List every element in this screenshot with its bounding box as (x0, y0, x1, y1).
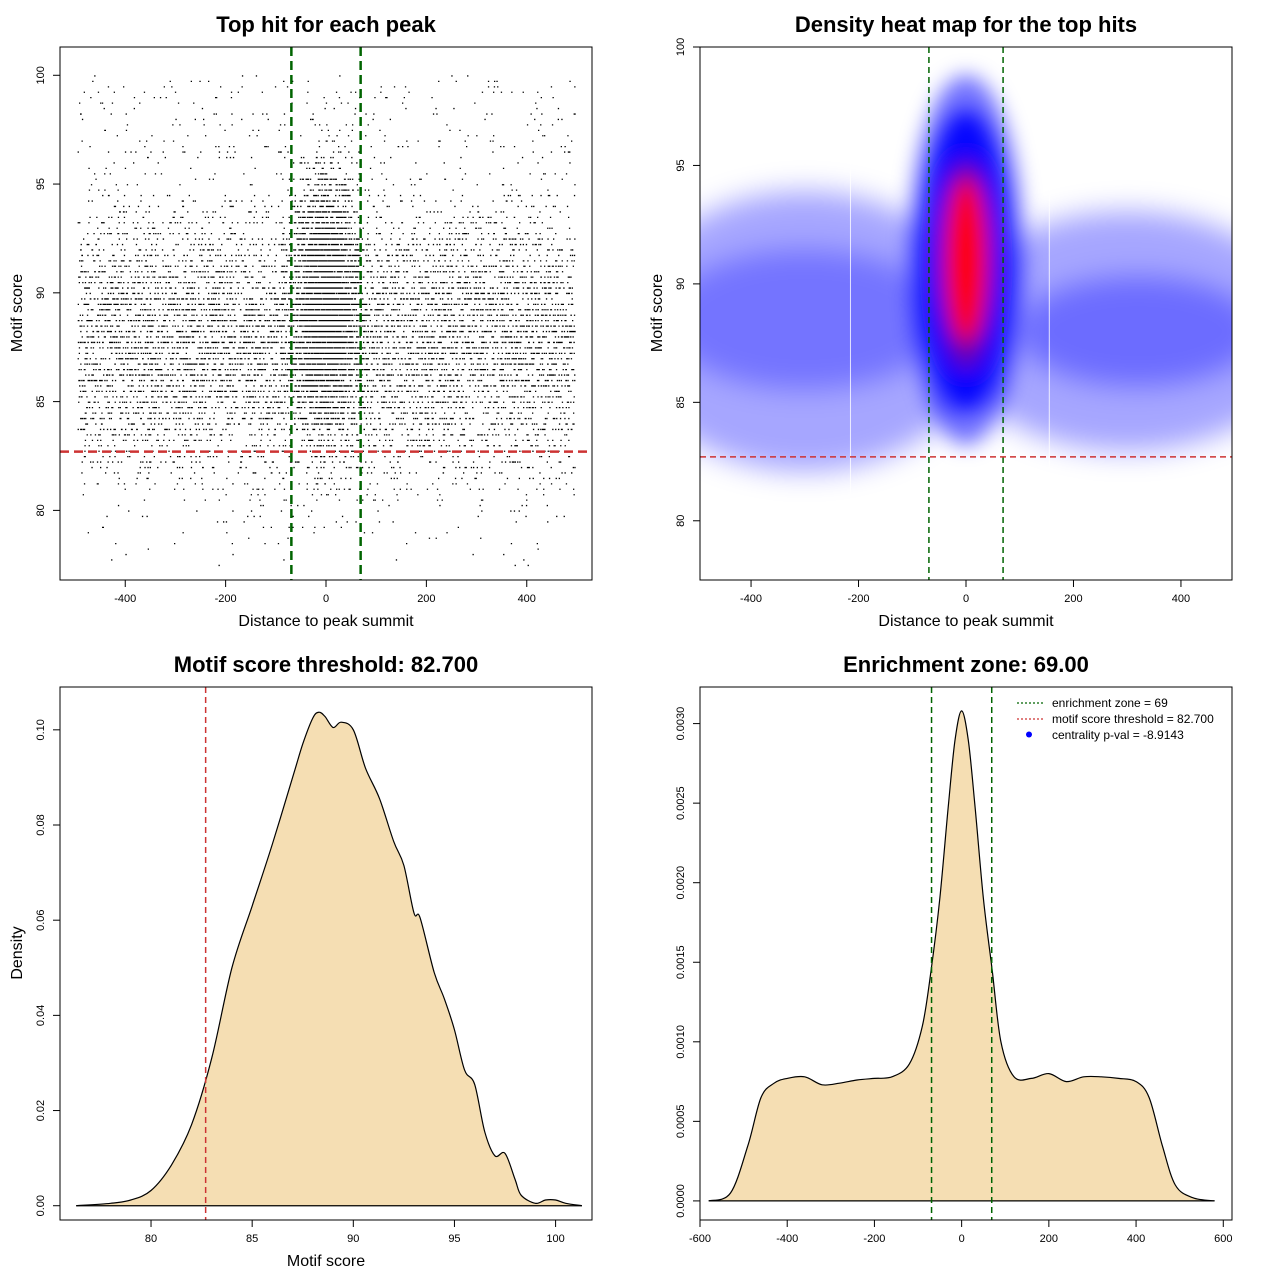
legend-pval-dot (1026, 731, 1032, 738)
scatter-xlabel: Distance to peak summit (238, 613, 414, 630)
heatmap-xtick-label: -200 (848, 593, 870, 605)
score-density-ytick-label: 0.02 (35, 1100, 47, 1121)
distance-density-area-fill (708, 710, 1215, 1201)
heatmap-xtick-label: -400 (740, 593, 762, 605)
distance-density-xtick-label: -400 (776, 1233, 798, 1245)
heatmap-ytick-label: 90 (675, 278, 687, 290)
distance-density-xtick-label: -200 (863, 1233, 885, 1245)
score-density-axes: 80 85 90 95 100 0.00 0.02 0.04 0.06 0.08 0.10 (35, 719, 565, 1245)
distance-density-axes: -600 -400 -200 0 200 400 600 0.0000 0.0005 0.0010… (675, 707, 1232, 1245)
density-hotspot (946, 178, 986, 343)
heatmap-title: Density heat map for the top hits (795, 12, 1137, 37)
heatmap-ylabel: Motif score (649, 274, 666, 352)
heatmap-ytick-label: 85 (675, 396, 687, 408)
scatter-axes: -400 -200 0 200 400 80 85 90 95 100 (35, 66, 536, 605)
scatter-xtick-label: 200 (417, 593, 435, 605)
scatter-points (77, 75, 576, 567)
score-density-xtick-label: 100 (546, 1233, 564, 1245)
heatmap-plot-area (700, 47, 1232, 580)
scatter-xtick-label: 400 (518, 593, 536, 605)
scatter-xtick-label: -200 (215, 593, 237, 605)
score-density-density-curve (76, 711, 582, 1207)
score-density-ytick-label: 0.00 (35, 1195, 47, 1216)
legend-threshold-label: motif score threshold = 82.700 (1052, 712, 1214, 726)
distance-density-xtick-label: 200 (1040, 1233, 1058, 1245)
score-density-xlabel: Motif score (287, 1253, 365, 1270)
legend-zone-label: enrichment zone = 69 (1052, 696, 1168, 710)
score-density-plot-area (76, 687, 582, 1220)
distance-density-xtick-label: -600 (689, 1233, 711, 1245)
distance-density-ytick-label: 0.0005 (675, 1105, 687, 1139)
distance-density-ytick-label: 0.0015 (675, 945, 687, 979)
score-density-ylabel: Density (9, 926, 26, 979)
heatmap-panel: Density heat map for the top hits -400 -2… (649, 12, 1233, 630)
density-core-left (700, 249, 945, 390)
distance-density-xtick-label: 0 (959, 1233, 965, 1245)
legend-pval-label: centrality p-val = -8.9143 (1052, 728, 1184, 742)
distance-density-plot-area (708, 687, 1215, 1220)
score-density-panel: Motif score threshold: 82.700 80 85 90 95 10… (9, 652, 593, 1270)
distance-density-ytick-label: 0.0025 (675, 786, 687, 820)
score-density-ytick-label: 0.10 (35, 719, 47, 740)
distance-density-density-curve (708, 710, 1215, 1202)
heatmap-xlabel: Distance to peak summit (878, 613, 1054, 630)
scatter-ytick-label: 90 (35, 287, 47, 299)
scatter-ytick-label: 95 (35, 178, 47, 190)
score-density-frame (59, 686, 593, 1221)
score-density-xtick-label: 80 (145, 1233, 157, 1245)
heatmap-xtick-label: 0 (963, 593, 969, 605)
heatmap-axes: -400 -200 0 200 400 80 85 90 95 100 (675, 38, 1190, 605)
scatter-ytick-label: 80 (35, 504, 47, 516)
scatter-ytick-label: 100 (35, 66, 47, 84)
legend: enrichment zone = 69 motif score thresho… (1017, 696, 1214, 742)
scatter-xtick-label: 0 (323, 593, 329, 605)
scatter-plot-area (77, 75, 576, 567)
distance-density-ytick-label: 0.0000 (675, 1184, 687, 1218)
scatter-xtick-label: -400 (114, 593, 136, 605)
score-density-ytick-label: 0.06 (35, 909, 47, 930)
distance-density-ytick-label: 0.0030 (675, 707, 687, 741)
scatter-title: Top hit for each peak (216, 12, 436, 37)
heatmap-xtick-label: 200 (1064, 593, 1082, 605)
distance-density-ytick-label: 0.0020 (675, 866, 687, 900)
scatter-ylabel: Motif score (9, 274, 26, 352)
distance-density-xtick-label: 400 (1127, 1233, 1145, 1245)
scatter-ytick-label: 85 (35, 395, 47, 407)
heatmap-ytick-label: 95 (675, 159, 687, 171)
density-core-right (1017, 276, 1232, 387)
score-density-xtick-label: 95 (448, 1233, 460, 1245)
heatmap-density-peak (908, 75, 1024, 446)
distance-density-frame (699, 686, 1233, 1221)
heatmap-xtick-label: 400 (1172, 593, 1190, 605)
scatter-frame (59, 46, 593, 581)
score-density-area-fill (76, 712, 582, 1206)
distance-density-ytick-label: 0.0010 (675, 1025, 687, 1059)
heatmap-reference-lines (700, 47, 1232, 580)
distance-density-title: Enrichment zone: 69.00 (843, 652, 1089, 677)
distance-density-panel: Enrichment zone: 69.00 -600 -400 -200 0 200 4… (675, 652, 1233, 1245)
scatter-reference-lines (60, 47, 592, 580)
heatmap-ytick-label: 100 (675, 38, 687, 56)
score-density-xtick-label: 90 (347, 1233, 359, 1245)
heatmap-ytick-label: 80 (675, 515, 687, 527)
scatter-panel: Top hit for each peak -400 -200 0 200 400 80 8… (9, 12, 593, 630)
score-density-ytick-label: 0.04 (35, 1005, 47, 1026)
score-density-title: Motif score threshold: 82.700 (174, 652, 478, 677)
score-density-xtick-label: 85 (246, 1233, 258, 1245)
distance-density-xtick-label: 600 (1214, 1233, 1232, 1245)
score-density-ytick-label: 0.08 (35, 814, 47, 835)
